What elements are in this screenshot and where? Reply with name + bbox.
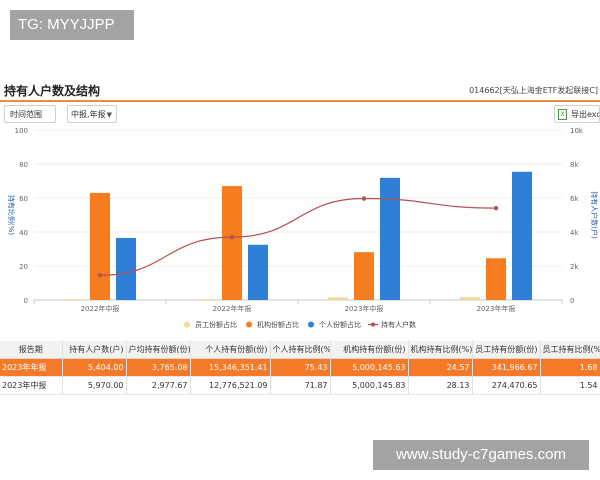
table-cell: 341,966.67 (472, 358, 541, 377)
table-header-cell: 户均持有份额(份) (126, 341, 191, 359)
page-title: 持有人户数及结构 (4, 84, 101, 98)
bar-employee (328, 297, 348, 300)
y-left-tick-label: 60 (19, 195, 28, 203)
bar-employee (460, 297, 480, 300)
x-tick-label: 2022年中报 (81, 304, 120, 313)
holders-chart: 0 20 40 60 80 100 0 2k 4k 6k 8k 10k 持有比例(%) 持有人户数(户) 2… (7, 127, 599, 329)
y-left-tick-label: 40 (19, 229, 28, 237)
holders-point (361, 196, 367, 201)
legend-label: 员工份额占比 (195, 320, 237, 329)
table-cell: 2023年年报 (0, 358, 63, 377)
table-cell: 1.68 (540, 358, 600, 377)
holders-point (493, 205, 499, 211)
table-header-cell: 机构持有比例(%) (408, 341, 473, 359)
bar-individual (116, 237, 136, 300)
time-range-button[interactable]: 时间范围 (4, 105, 56, 123)
bar-individual (248, 244, 268, 300)
holders-point (229, 234, 235, 240)
bar-institution (222, 186, 242, 300)
table-header-cell: 报告期 (0, 341, 63, 359)
table-cell: 15,346,351.41 (190, 358, 271, 377)
y-right-tick-label: 0 (570, 297, 574, 305)
table-header-cell: 员工持有比例(%) (540, 341, 600, 359)
bar-employee (196, 299, 216, 300)
holders-point (97, 273, 103, 278)
table-cell: 75.43 (270, 358, 331, 377)
legend-label: 机构份额占比 (257, 320, 299, 329)
table-cell: 24.57 (408, 358, 473, 377)
y-right-tick-label: 2k (570, 263, 579, 271)
divider (0, 100, 600, 102)
y-left-tick-label: 0 (24, 297, 28, 305)
period-select[interactable]: 中报,年报 ▼ (67, 105, 117, 123)
bar-institution (90, 192, 110, 300)
table-cell: 5,404.00 (62, 358, 127, 377)
export-excel-label: 导出excel (571, 110, 600, 119)
legend-label: 个人份额占比 (319, 320, 361, 329)
table-header-row: 报告期 持有人户数(户) 户均持有份额(份) 个人持有份额(份) 个人持有比例(%) 机构… (0, 341, 600, 359)
chevron-down-icon: ▼ (106, 111, 112, 119)
table-cell: 5,000,145.83 (330, 376, 409, 395)
table-cell: 5,970.00 (62, 376, 127, 395)
y-left-axis-title: 持有比例(%) (7, 195, 16, 235)
watermark-top: TG: MYYJJPP (10, 10, 134, 40)
excel-icon: X (558, 109, 567, 120)
table-cell: 71.87 (270, 376, 331, 395)
table-cell: 1.54 (540, 376, 600, 395)
bar-institution (486, 258, 506, 300)
bar-individual (380, 177, 400, 300)
y-left-tick-label: 20 (19, 263, 28, 271)
table-row[interactable]: 2023年中报 5,970.00 2,977.67 12,776,521.09 71.8… (0, 376, 600, 395)
table-header-cell: 个人持有份额(份) (190, 341, 271, 359)
x-tick-label: 2022年年报 (213, 304, 252, 313)
y-left-tick-label: 80 (19, 161, 28, 169)
y-right-tick-label: 10k (570, 127, 584, 135)
legend-marker (371, 322, 375, 327)
period-select-label: 中报,年报 (71, 110, 106, 119)
table-cell: 3,765.08 (126, 358, 191, 377)
table-cell: 2023年中报 (0, 376, 63, 395)
bar-individual (512, 171, 532, 300)
legend-marker (308, 321, 314, 328)
table-header-cell: 个人持有比例(%) (270, 341, 331, 359)
export-excel-button[interactable]: X 导出excel (554, 105, 600, 123)
table-row[interactable]: 2023年年报 5,404.00 3,765.08 15,346,351.41 75.4… (0, 358, 600, 377)
legend-marker (184, 321, 190, 328)
table-cell: 28.13 (408, 376, 473, 395)
x-tick-label: 2023年年报 (477, 304, 516, 313)
table-cell: 274,470.65 (472, 376, 541, 395)
y-right-axis-title: 持有人户数(户) (590, 191, 599, 239)
y-left-tick-label: 100 (15, 127, 28, 135)
legend-marker (246, 321, 252, 328)
table-header-cell: 持有人户数(户) (62, 341, 127, 359)
bar-institution (354, 252, 374, 300)
table-header-cell: 机构持有份额(份) (330, 341, 409, 359)
fund-name: 014662[天弘上海金ETF发起联接C] (469, 86, 598, 95)
watermark-bottom: www.study-c7games.com (373, 440, 589, 470)
table-cell: 2,977.67 (126, 376, 191, 395)
legend-label: 持有人户数 (381, 320, 416, 329)
table-cell: 5,000,145.63 (330, 358, 409, 377)
y-right-tick-label: 8k (570, 161, 579, 169)
bar-employee (64, 299, 84, 300)
table-cell: 12,776,521.09 (190, 376, 271, 395)
holders-table: 报告期 持有人户数(户) 户均持有份额(份) 个人持有份额(份) 个人持有比例(%) 机构… (0, 341, 600, 395)
y-right-tick-label: 4k (570, 229, 579, 237)
table-header-cell: 员工持有份额(份) (472, 341, 541, 359)
y-right-tick-label: 6k (570, 195, 579, 203)
x-tick-label: 2023年中报 (345, 304, 384, 313)
holders-line (99, 197, 497, 276)
